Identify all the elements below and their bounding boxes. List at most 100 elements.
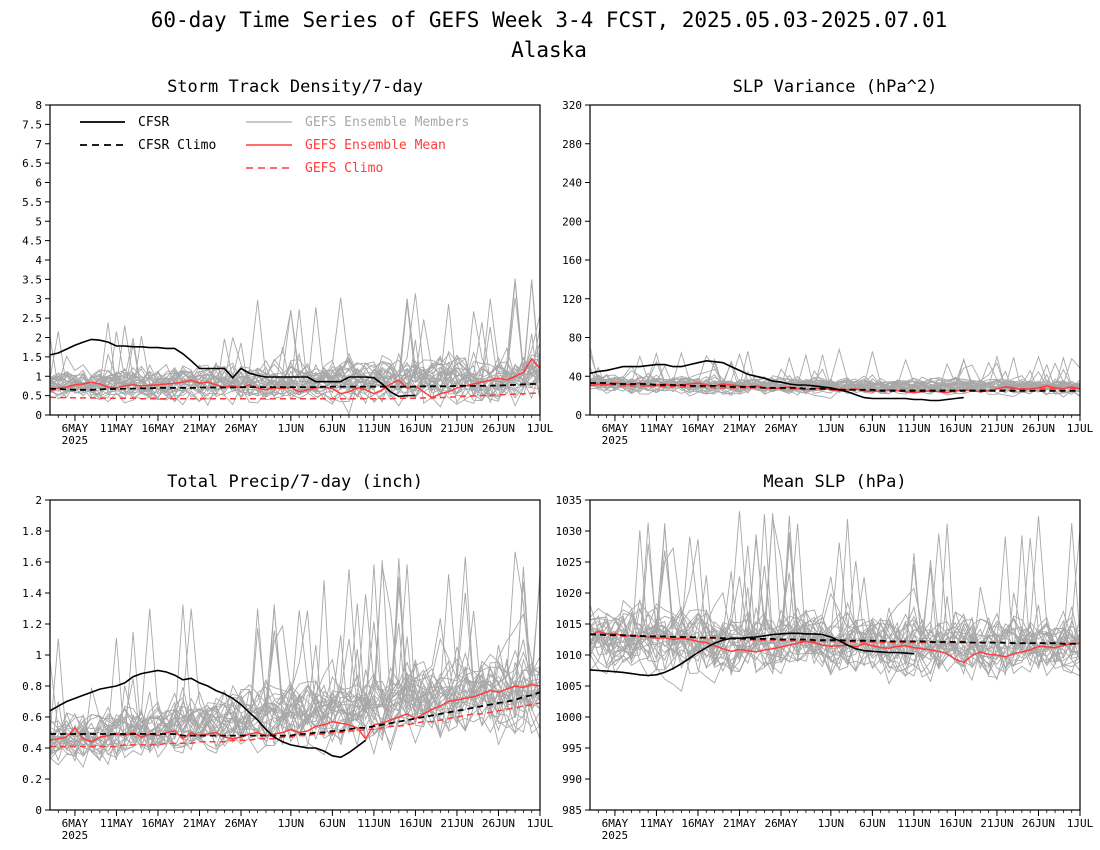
x-tick-label: 16MAY bbox=[681, 817, 714, 830]
y-tick-label: 1015 bbox=[556, 618, 583, 631]
x-tick-label: 21MAY bbox=[723, 817, 756, 830]
x-tick-label: 11MAY bbox=[640, 422, 673, 435]
y-tick-label: 4.5 bbox=[22, 235, 42, 248]
ensemble-member-line bbox=[590, 517, 1080, 677]
x-tick-label: 6MAY bbox=[62, 817, 89, 830]
gefs-climo-line bbox=[50, 392, 540, 400]
cfsr-climo-line bbox=[50, 383, 540, 391]
x-tick-label: 1JUN bbox=[278, 817, 305, 830]
y-tick-label: 40 bbox=[569, 370, 582, 383]
y-tick-label: 0.6 bbox=[22, 711, 42, 724]
x-tick-label: 21JUN bbox=[980, 817, 1013, 830]
panel-title: Mean SLP (hPa) bbox=[763, 472, 906, 492]
panel-title: Total Precip/7-day (inch) bbox=[167, 472, 423, 492]
y-tick-label: 1.8 bbox=[22, 525, 42, 538]
x-tick-label: 16JUN bbox=[939, 422, 972, 435]
x-tick-label: 11MAY bbox=[100, 817, 133, 830]
x-tick-label: 11MAY bbox=[100, 422, 133, 435]
x-tick-label: 26MAY bbox=[224, 817, 257, 830]
x-tick-label: 1JUL bbox=[1067, 817, 1094, 830]
legend-cfsr-climo-label: CFSR Climo bbox=[138, 138, 216, 153]
x-tick-label: 1JUL bbox=[1067, 422, 1094, 435]
x-tick-label: 11JUN bbox=[357, 422, 390, 435]
gefs-climo-line bbox=[50, 702, 540, 748]
y-tick-label: 4 bbox=[35, 254, 42, 267]
ensemble-member-line bbox=[590, 514, 1080, 673]
y-tick-label: 320 bbox=[562, 99, 582, 112]
ensemble-member-line bbox=[50, 309, 540, 397]
panel-storm-track-density: Storm Track Density/7-day 0 0.5 1 1.5 2 2.5 3 3.… bbox=[22, 77, 553, 447]
y-tick-label: 280 bbox=[562, 138, 582, 151]
x-tick-label: 26JUN bbox=[482, 817, 515, 830]
ensemble-member-line bbox=[590, 368, 1080, 397]
y-tick-label: 0.4 bbox=[22, 742, 42, 755]
ensemble-member-line bbox=[50, 556, 540, 747]
x-tick-label: 21MAY bbox=[723, 422, 756, 435]
plot-area bbox=[50, 278, 540, 415]
y-tick-label: 1.6 bbox=[22, 556, 42, 569]
y-tick-label: 1.4 bbox=[22, 587, 42, 600]
x-tick-label: 26JUN bbox=[482, 422, 515, 435]
ensemble-member-line bbox=[50, 585, 540, 760]
panel-title: Storm Track Density/7-day bbox=[167, 77, 423, 97]
x-tick-label: 6MAY bbox=[62, 422, 89, 435]
y-tick-label: 0.2 bbox=[22, 773, 42, 786]
y-tick-label: 1035 bbox=[556, 494, 583, 507]
y-tick-label: 2 bbox=[35, 494, 42, 507]
x-tick-label: 26JUN bbox=[1022, 422, 1055, 435]
y-tick-label: 1 bbox=[35, 370, 42, 383]
y-tick-label: 0 bbox=[35, 409, 42, 422]
x-year-label: 2025 bbox=[602, 829, 629, 842]
x-tick-label: 6MAY bbox=[602, 422, 629, 435]
panel-title: SLP Variance (hPa^2) bbox=[733, 77, 938, 97]
x-tick-label: 16JUN bbox=[399, 422, 432, 435]
y-tick-label: 995 bbox=[562, 742, 582, 755]
ensemble-member-line bbox=[50, 580, 540, 756]
y-tick-label: 1030 bbox=[556, 525, 583, 538]
y-tick-label: 1025 bbox=[556, 556, 583, 569]
x-tick-label: 6JUN bbox=[319, 422, 346, 435]
x-tick-label: 21JUN bbox=[440, 817, 473, 830]
panel-slp-variance: SLP Variance (hPa^2) 0 40 80 120 160 200 240 280… bbox=[562, 77, 1093, 447]
y-tick-label: 990 bbox=[562, 773, 582, 786]
x-tick-label: 1JUL bbox=[527, 422, 554, 435]
x-tick-label: 6MAY bbox=[602, 817, 629, 830]
plot-area bbox=[590, 346, 1080, 402]
x-tick-label: 21JUN bbox=[980, 422, 1013, 435]
x-tick-label: 1JUL bbox=[527, 817, 554, 830]
y-tick-label: 0.8 bbox=[22, 680, 42, 693]
ensemble-member-line bbox=[50, 333, 540, 408]
legend-members-label: GEFS Ensemble Members bbox=[305, 115, 469, 130]
cfsr-line bbox=[50, 338, 416, 398]
y-tick-label: 160 bbox=[562, 254, 582, 267]
y-tick-label: 200 bbox=[562, 215, 582, 228]
y-tick-label: 1000 bbox=[556, 711, 583, 724]
x-year-label: 2025 bbox=[62, 434, 89, 447]
x-tick-label: 26MAY bbox=[764, 422, 797, 435]
plot-area bbox=[590, 511, 1080, 693]
cfsr-line bbox=[590, 359, 964, 402]
x-tick-label: 11JUN bbox=[357, 817, 390, 830]
x-tick-label: 16JUN bbox=[939, 817, 972, 830]
y-tick-label: 5.5 bbox=[22, 196, 42, 209]
x-tick-label: 16MAY bbox=[141, 422, 174, 435]
plot-area bbox=[50, 551, 540, 768]
x-tick-label: 21MAY bbox=[183, 422, 216, 435]
ensemble-member-line bbox=[50, 636, 540, 756]
x-tick-label: 11JUN bbox=[897, 422, 930, 435]
y-tick-label: 7.5 bbox=[22, 118, 42, 131]
y-tick-label: 120 bbox=[562, 293, 582, 306]
x-tick-label: 11MAY bbox=[640, 817, 673, 830]
y-tick-label: 2.5 bbox=[22, 312, 42, 325]
legend-cfsr-label: CFSR bbox=[138, 115, 169, 130]
ensemble-member-line bbox=[50, 297, 540, 399]
ensemble-member-line bbox=[50, 592, 540, 754]
x-tick-label: 6JUN bbox=[319, 817, 346, 830]
x-tick-label: 21MAY bbox=[183, 817, 216, 830]
y-tick-label: 0 bbox=[35, 804, 42, 817]
x-tick-label: 11JUN bbox=[897, 817, 930, 830]
x-tick-label: 1JUN bbox=[278, 422, 305, 435]
x-tick-label: 6JUN bbox=[859, 422, 886, 435]
ensemble-member-line bbox=[590, 351, 1080, 393]
